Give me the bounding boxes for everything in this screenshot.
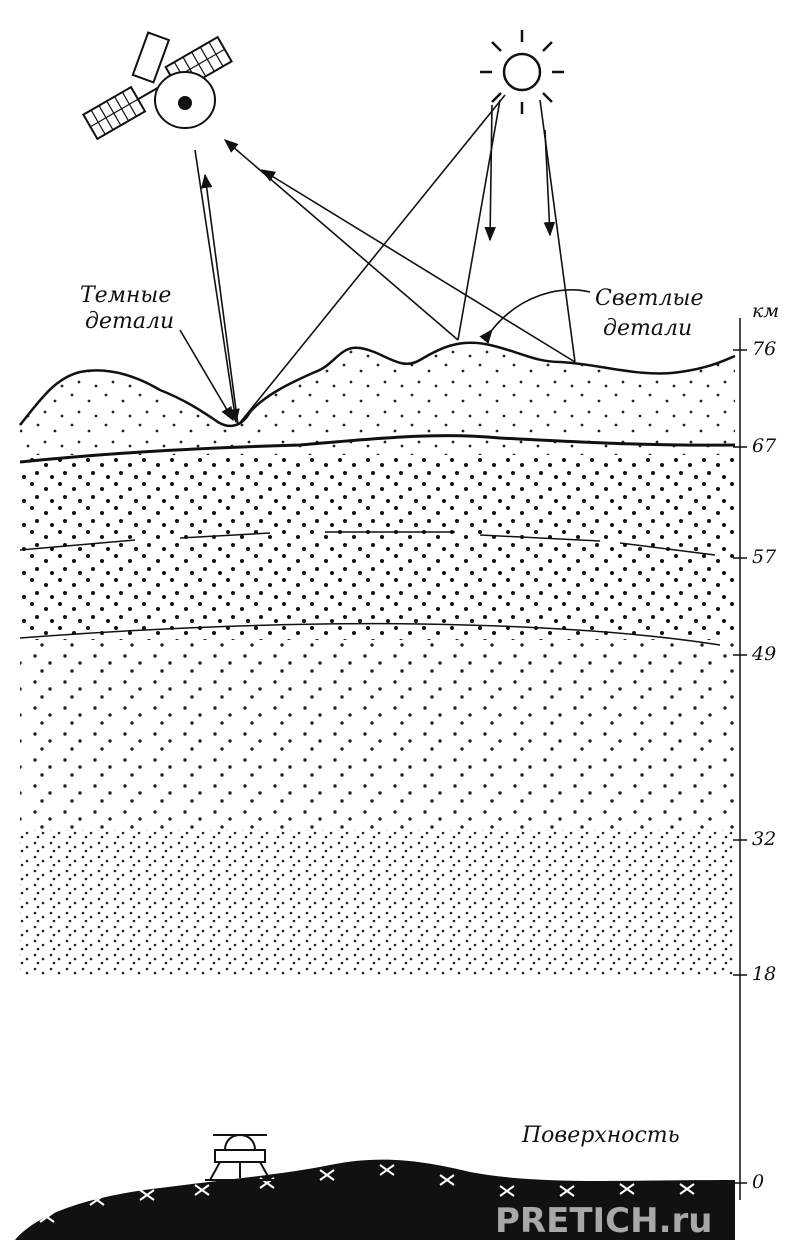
label: Темные	[80, 283, 171, 308]
cloud-top	[19, 341, 736, 427]
scale-tick-label: 67	[752, 435, 777, 457]
lander	[205, 1134, 275, 1181]
satellite	[82, 31, 233, 141]
label: Светлые	[595, 286, 703, 311]
scale-tick-label: 32	[752, 828, 776, 850]
scale-tick-label: 0	[752, 1171, 764, 1193]
scale-tick-label: 49	[751, 643, 776, 665]
surface-hatch	[39, 1164, 695, 1223]
layer-boundary	[19, 622, 721, 646]
label: детали	[603, 316, 692, 341]
label: детали	[85, 309, 174, 334]
scale-tick-label: 57	[752, 546, 777, 568]
layer-boundary	[19, 434, 736, 464]
scale-unit: км	[752, 300, 779, 322]
watermark: PRETICH.ru	[495, 1201, 712, 1241]
rays	[179, 94, 591, 426]
scale-tick-label: 76	[752, 338, 776, 360]
layer-boundary	[19, 531, 716, 556]
label: Поверхность	[521, 1123, 680, 1148]
surface	[15, 1159, 735, 1240]
scale-tick-label: 18	[752, 963, 776, 985]
sun	[480, 30, 564, 114]
cloud-layers	[20, 342, 735, 975]
